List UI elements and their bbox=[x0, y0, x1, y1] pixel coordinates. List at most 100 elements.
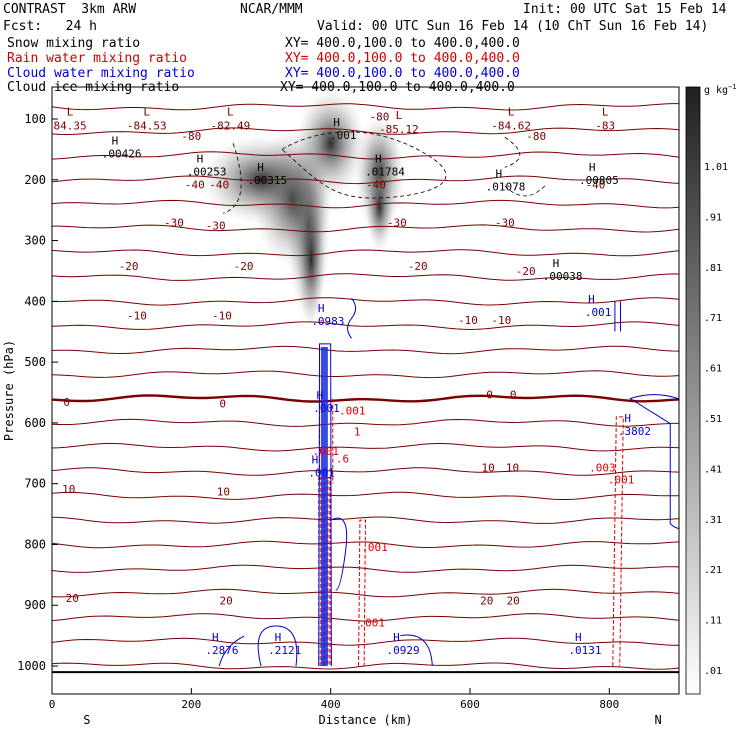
colorbar-label: .71 bbox=[704, 313, 722, 324]
colorbar-label: .51 bbox=[704, 414, 722, 425]
high-marker: H bbox=[197, 153, 204, 166]
colorbar-label: .11 bbox=[704, 616, 722, 627]
isotherm-label: 0 bbox=[486, 388, 493, 401]
low-marker: L bbox=[602, 105, 609, 118]
isotherm-label: 10 bbox=[481, 461, 494, 474]
isotherm-label: 0 bbox=[63, 396, 70, 409]
high-marker: H bbox=[275, 631, 282, 644]
high-marker: H bbox=[318, 302, 325, 315]
low-marker: L bbox=[143, 105, 150, 118]
ice-label: .00038 bbox=[543, 270, 583, 283]
high-marker: H bbox=[316, 389, 323, 402]
ice-label: .00253 bbox=[187, 166, 227, 179]
isotherm-line bbox=[52, 516, 679, 524]
high-marker: H bbox=[257, 161, 264, 174]
isotherm-label: 10 bbox=[217, 486, 230, 499]
isotherm-line bbox=[52, 345, 679, 355]
isotherm-line bbox=[52, 297, 679, 306]
isotherm-line bbox=[52, 394, 679, 403]
isotherm-line bbox=[52, 491, 679, 500]
isotherm-label: -10 bbox=[491, 314, 511, 327]
isotherm-label: -20 bbox=[408, 260, 428, 273]
x-axis-label: Distance (km) bbox=[319, 713, 413, 727]
legend-rain-name: Rain water mixing ratio bbox=[7, 51, 188, 66]
cloud-contour bbox=[330, 517, 348, 591]
pressure-label: -83 bbox=[595, 119, 615, 132]
isotherm-label: 0 bbox=[219, 397, 226, 410]
cloud-contour bbox=[218, 635, 245, 667]
isotherm-label: -80 bbox=[526, 130, 546, 143]
cloud-label: .2121 bbox=[268, 644, 301, 657]
isotherm-label: -80 bbox=[181, 130, 201, 143]
cloud-label: .0929 bbox=[387, 644, 420, 657]
rain-label: .001 bbox=[361, 541, 388, 554]
isotherm-line bbox=[52, 273, 679, 281]
cloud-ice-contours bbox=[223, 131, 546, 214]
colorbar-label: .21 bbox=[704, 565, 722, 576]
legend-cloud-name: Cloud water mixing ratio bbox=[7, 66, 195, 81]
isotherm-label: -40 bbox=[185, 179, 205, 192]
plot-frame bbox=[51, 86, 680, 695]
colorbar-label: .01 bbox=[704, 666, 722, 677]
isotherm-label: 20 bbox=[480, 594, 493, 607]
cloud-contour bbox=[257, 625, 298, 667]
colorbar-label: .31 bbox=[704, 515, 722, 526]
end-label-north: N bbox=[654, 713, 661, 727]
x-tick-label: 200 bbox=[181, 698, 201, 711]
isotherm-line bbox=[52, 151, 679, 160]
isotherm-label: -30 bbox=[164, 216, 184, 229]
isotherm-line bbox=[52, 588, 679, 598]
x-tick-label: 800 bbox=[599, 698, 619, 711]
low-marker: L bbox=[396, 109, 403, 122]
isotherm-label: -10 bbox=[212, 309, 232, 322]
rain-contour bbox=[612, 416, 624, 667]
rain-label: 1 bbox=[354, 426, 361, 439]
header-model: CONTRAST 3km ARW bbox=[3, 2, 137, 17]
cloud-label: .001 bbox=[308, 467, 335, 480]
isotherm-label: 20 bbox=[220, 594, 233, 607]
colorbar-unit-exponent: −1 bbox=[728, 83, 736, 91]
high-marker: H bbox=[312, 454, 319, 467]
header-center: NCAR/MMM bbox=[240, 2, 303, 17]
x-tick-label: 0 bbox=[49, 698, 56, 711]
snow-plume-5 bbox=[297, 188, 326, 329]
pressure-label: -85.12 bbox=[379, 123, 419, 136]
isotherm-line bbox=[52, 321, 679, 331]
pressure-label: -82.49 bbox=[210, 119, 250, 132]
high-marker: H bbox=[589, 161, 596, 174]
contour-labels: -40 -40 -40 -40 -80 -80 -80 -30 -30 -30 -30 -20 -20 -… bbox=[52, 105, 679, 674]
ice-contour bbox=[504, 136, 521, 168]
ice-label: .01078 bbox=[486, 180, 526, 193]
isotherm-line bbox=[52, 175, 679, 185]
isotherm-label: -80 bbox=[369, 111, 389, 124]
cloud-contour bbox=[347, 297, 357, 339]
high-marker: H bbox=[212, 631, 219, 644]
low-marker: L bbox=[67, 105, 74, 118]
y-tick-label: 400 bbox=[24, 294, 46, 308]
isotherm-label: -40 bbox=[209, 179, 229, 192]
cloud-contour bbox=[400, 634, 433, 666]
header-fcst: Fcst: 24 h bbox=[3, 19, 97, 34]
header-valid: Valid: 00 UTC Sun 16 Feb 14 (10 ChT Sun … bbox=[317, 19, 709, 34]
snow-mixing-ratio-shading bbox=[201, 88, 405, 329]
ice-label: .01784 bbox=[365, 166, 405, 179]
ice-label: .00805 bbox=[579, 174, 619, 187]
isotherm-label: -30 bbox=[206, 219, 226, 232]
colorbar-label: .81 bbox=[704, 263, 722, 274]
rain-label: .001 bbox=[608, 474, 635, 487]
isotherm-line bbox=[52, 199, 679, 209]
snow-plume-6 bbox=[365, 162, 394, 253]
high-marker: H bbox=[496, 167, 503, 180]
cloud-label: .001 bbox=[585, 306, 612, 319]
ice-contour bbox=[281, 131, 447, 199]
rain-contour bbox=[323, 477, 331, 667]
high-marker: H bbox=[575, 631, 582, 644]
rain-label: .001 bbox=[359, 616, 386, 629]
isotherm-label: -20 bbox=[516, 265, 536, 278]
isotherm-line bbox=[52, 370, 679, 379]
legend-snow-xy: XY= 400.0,100.0 to 400.0,400.0 bbox=[285, 36, 520, 51]
y-tick-label: 1000 bbox=[17, 659, 46, 673]
rain-label: .6 bbox=[336, 452, 349, 465]
